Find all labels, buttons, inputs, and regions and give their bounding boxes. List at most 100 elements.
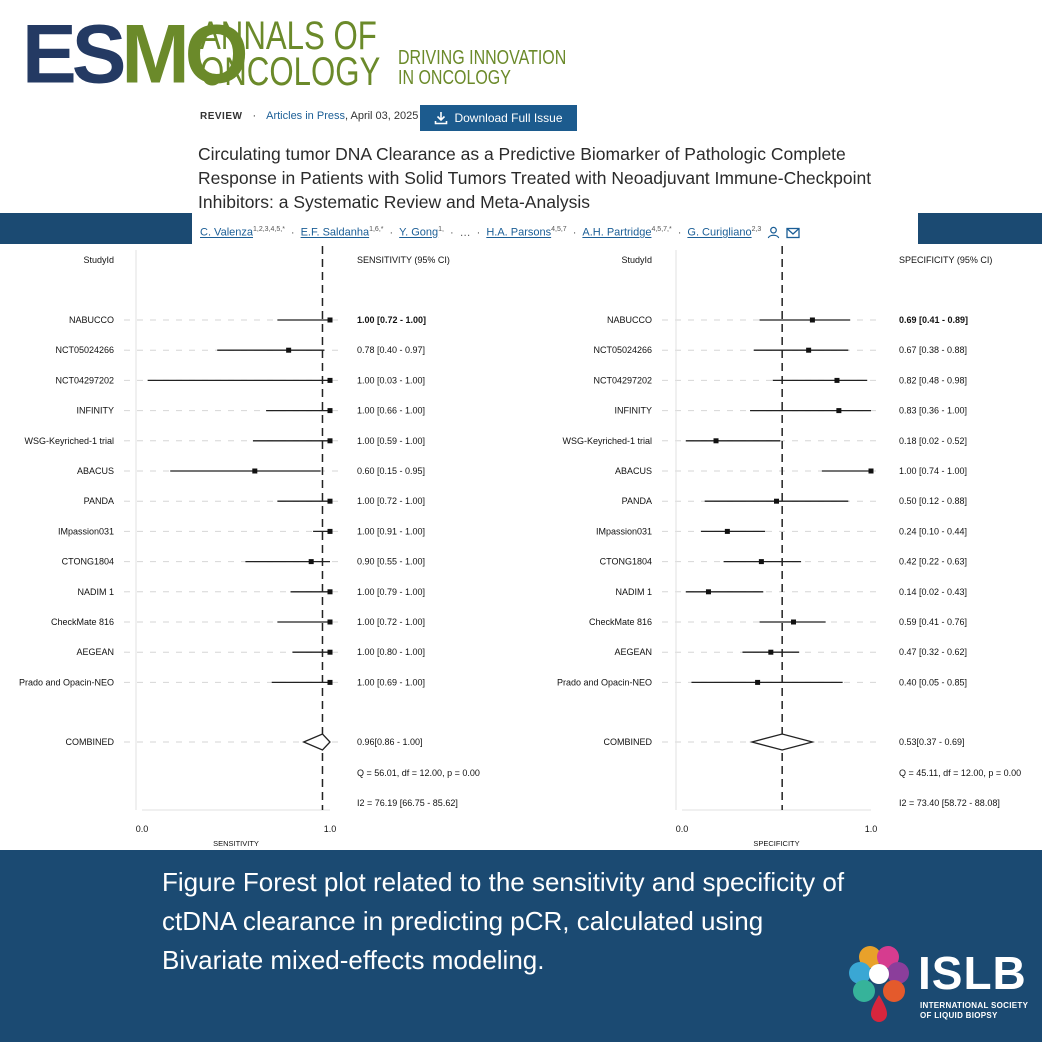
study-label: NABUCCO <box>69 315 114 325</box>
ci-value-label: 0.47 [0.32 - 0.62] <box>899 647 967 657</box>
ci-value-label: 1.00 [0.91 - 1.00] <box>357 526 425 536</box>
point-estimate <box>308 559 314 565</box>
ci-value-label: 0.18 [0.02 - 0.52] <box>899 436 967 446</box>
combined-value-label: 0.96[0.86 - 1.00] <box>357 737 423 747</box>
author[interactable]: Y. Gong1, <box>399 226 444 239</box>
journal-tagline: DRIVING INNOVATION IN ONCOLOGY <box>398 48 566 88</box>
author-affiliation: 1,6,* <box>369 226 384 234</box>
author-name: … <box>459 226 471 239</box>
study-label: NADIM 1 <box>77 587 114 597</box>
study-label: NCT04297202 <box>593 375 652 385</box>
ci-column-header: SENSITIVITY (95% CI) <box>357 255 450 265</box>
point-estimate <box>327 377 333 383</box>
author: … <box>460 227 471 239</box>
point-estimate <box>327 438 333 444</box>
x-tick-label: 1.0 <box>324 824 337 834</box>
study-label: PANDA <box>84 496 114 506</box>
download-full-issue-button[interactable]: Download Full Issue <box>420 105 577 131</box>
point-estimate <box>809 317 815 323</box>
x-tick-label: 0.0 <box>136 824 149 834</box>
mail-icon[interactable] <box>786 227 800 239</box>
author[interactable]: A.H. Partridge4,5,7,* <box>582 226 671 239</box>
islb-flower-icon <box>849 946 909 1022</box>
point-estimate <box>758 559 764 565</box>
esmo-letter: S <box>71 8 127 101</box>
study-label: CTONG1804 <box>62 557 114 567</box>
combined-diamond <box>749 733 815 751</box>
heterogeneity-stat: Q = 56.01, df = 12.00, p = 0.00 <box>357 768 480 778</box>
point-estimate <box>774 498 779 504</box>
esmo-letter: M <box>121 8 189 101</box>
tagline-line2: IN ONCOLOGY <box>398 67 511 89</box>
esmo-letter: E <box>22 8 77 101</box>
study-label: NABUCCO <box>607 315 652 325</box>
ci-value-label: 1.00 [0.69 - 1.00] <box>357 677 425 687</box>
study-label: INFINITY <box>615 406 653 416</box>
point-estimate <box>252 468 258 474</box>
ci-value-label: 0.69 [0.41 - 0.89] <box>899 315 968 325</box>
studyid-header: StudyId <box>621 255 652 265</box>
study-label: AEGEAN <box>614 647 652 657</box>
journal-header: ESMO ANNALS OF ONCOLOGY DRIVING INNOVATI… <box>0 0 1042 215</box>
author-separator: · <box>476 226 481 239</box>
study-label: ABACUS <box>615 466 652 476</box>
study-label: NCT04297202 <box>55 375 114 385</box>
study-label: NCT05024266 <box>55 345 114 355</box>
annals-of-oncology-logo[interactable]: ANNALS OF ONCOLOGY <box>200 16 381 94</box>
author-affiliation: 1, <box>438 226 444 234</box>
point-estimate <box>834 377 840 383</box>
author-name: A.H. Partridge <box>582 226 652 239</box>
study-label: AEGEAN <box>76 647 114 657</box>
author-separator: · <box>677 226 682 239</box>
islb-subtitle-line2: OF LIQUID BIOPSY <box>920 1011 998 1020</box>
study-label: CTONG1804 <box>600 557 652 567</box>
person-icon[interactable] <box>767 226 780 239</box>
point-estimate <box>327 498 333 504</box>
study-label: WSG-Keyriched-1 trial <box>24 436 114 446</box>
esmo-logo[interactable]: ESMO <box>22 13 248 97</box>
ci-value-label: 0.82 [0.48 - 0.98] <box>899 375 967 385</box>
study-label: Prado and Opacin-NEO <box>557 677 652 687</box>
point-estimate <box>724 528 730 534</box>
islb-subtitle: INTERNATIONAL SOCIETY OF LIQUID BIOPSY <box>920 1001 1028 1021</box>
combined-label: COMBINED <box>603 737 652 747</box>
author[interactable]: C. Valenza1,2,3,4,5,* <box>200 226 285 239</box>
author-name: H.A. Parsons <box>486 226 552 239</box>
x-axis-title: SENSITIVITY <box>213 839 259 848</box>
author-separator: · <box>290 226 295 239</box>
point-estimate <box>705 589 711 595</box>
point-estimate <box>836 408 842 414</box>
point-estimate <box>286 347 292 353</box>
author-name: Y. Gong <box>399 226 439 239</box>
study-label: CheckMate 816 <box>51 617 114 627</box>
ci-value-label: 0.60 [0.15 - 0.95] <box>357 466 425 476</box>
header-band-left <box>0 213 192 244</box>
combined-diamond <box>302 733 331 751</box>
combined-label: COMBINED <box>65 737 114 747</box>
study-label: NADIM 1 <box>615 587 652 597</box>
ci-value-label: 0.67 [0.38 - 0.88] <box>899 345 967 355</box>
islb-logo[interactable]: ISLB INTERNATIONAL SOCIETY OF LIQUID BIO… <box>846 943 1036 1038</box>
study-label: CheckMate 816 <box>589 617 652 627</box>
author[interactable]: E.F. Saldanha1,6,* <box>301 226 384 239</box>
point-estimate <box>868 468 874 474</box>
point-estimate <box>806 347 812 353</box>
author-affiliation: 1,2,3,4,5,* <box>253 226 285 234</box>
figure-caption: Figure Forest plot related to the sensit… <box>162 867 845 975</box>
point-estimate <box>713 438 719 444</box>
annals-logo-line2: ONCOLOGY <box>200 50 381 94</box>
author[interactable]: G. Curigliano2,3 <box>687 226 761 239</box>
ci-value-label: 0.83 [0.36 - 1.00] <box>899 406 967 416</box>
ci-value-label: 0.50 [0.12 - 0.88] <box>899 496 967 506</box>
point-estimate <box>327 649 333 655</box>
point-estimate <box>755 679 761 685</box>
author[interactable]: H.A. Parsons4,5,7 <box>486 226 566 239</box>
author-list: C. Valenza1,2,3,4,5,* · E.F. Saldanha1,6,*… <box>200 226 800 239</box>
ci-value-label: 1.00 [0.59 - 1.00] <box>357 436 425 446</box>
author-separator: · <box>572 226 577 239</box>
ci-value-label: 0.42 [0.22 - 0.63] <box>899 557 967 567</box>
author-separator: · <box>449 226 454 239</box>
x-axis-title: SPECIFICITY <box>753 839 799 848</box>
articles-in-press-link[interactable]: Articles in Press <box>266 110 345 122</box>
study-label: PANDA <box>622 496 652 506</box>
